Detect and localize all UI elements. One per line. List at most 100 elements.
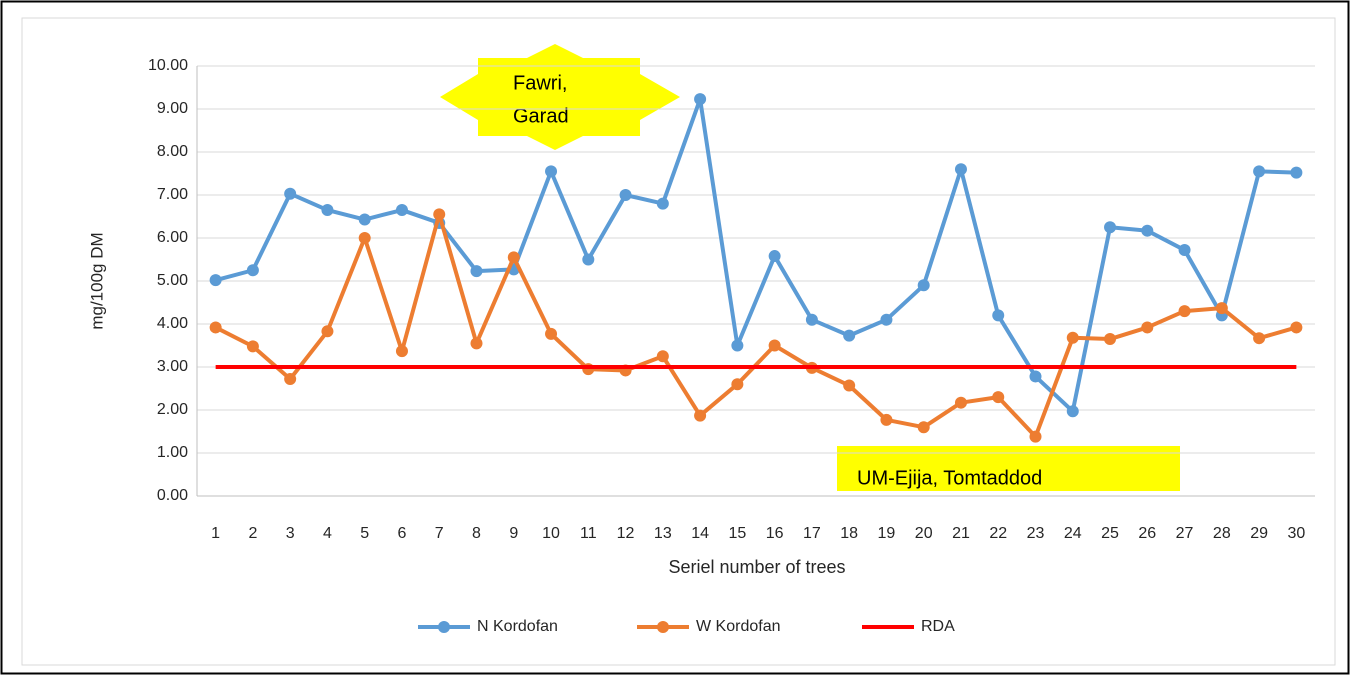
- data-point: [284, 373, 297, 386]
- data-point: [545, 165, 558, 178]
- data-point: [358, 232, 371, 244]
- x-tick-label: 26: [1138, 525, 1156, 542]
- data-point: [805, 313, 818, 326]
- legend-label: N Kordofan: [477, 618, 558, 635]
- series-line: [215, 97, 1297, 414]
- x-tick-label: 7: [435, 525, 444, 542]
- data-point: [1178, 244, 1191, 257]
- x-tick-label: 27: [1176, 525, 1194, 542]
- y-tick-label: 0.00: [157, 487, 188, 504]
- y-tick-label: 1.00: [157, 444, 188, 461]
- data-point: [395, 345, 408, 358]
- data-point: [284, 187, 297, 200]
- data-point: [731, 339, 744, 352]
- y-tick-label: 8.00: [157, 143, 188, 160]
- data-point: [582, 363, 595, 376]
- legend-marker: [438, 621, 450, 633]
- data-point: [246, 264, 259, 277]
- data-point: [470, 337, 483, 350]
- data-point: [1290, 321, 1303, 334]
- data-point: [507, 251, 520, 264]
- data-point: [843, 379, 856, 392]
- data-point: [954, 163, 967, 176]
- data-point: [1215, 302, 1228, 315]
- annotation-star: [440, 44, 680, 150]
- y-tick-label: 5.00: [157, 272, 188, 289]
- data-point: [694, 93, 707, 106]
- data-point: [992, 391, 1005, 404]
- x-tick-label: 2: [248, 525, 257, 542]
- x-tick-label: 22: [989, 525, 1007, 542]
- x-tick-label: 30: [1287, 525, 1305, 542]
- series-line: [214, 212, 1297, 439]
- data-point: [1290, 166, 1303, 179]
- data-point: [656, 197, 669, 210]
- y-tick-label: 2.00: [157, 401, 188, 418]
- data-point: [321, 325, 334, 338]
- y-tick-label: 7.00: [157, 186, 188, 203]
- y-tick-label: 4.00: [157, 315, 188, 332]
- y-tick-label: 9.00: [157, 100, 188, 117]
- x-tick-label: 6: [398, 525, 407, 542]
- x-axis-title: Seriel number of trees: [668, 557, 845, 577]
- data-point: [1104, 221, 1117, 234]
- x-tick-label: 25: [1101, 525, 1119, 542]
- x-tick-label: 12: [617, 525, 635, 542]
- x-tick-label: 18: [840, 525, 858, 542]
- data-point: [470, 265, 483, 278]
- annotation-text: Garad: [513, 105, 569, 127]
- data-point: [246, 340, 259, 353]
- data-point: [209, 321, 222, 334]
- y-axis-title: mg/100g DM: [87, 232, 106, 329]
- x-tick-label: 28: [1213, 525, 1231, 542]
- data-point: [1066, 405, 1079, 418]
- legend-marker: [657, 621, 669, 633]
- data-point: [1029, 370, 1042, 383]
- annotation-text: Fawri,: [513, 72, 567, 94]
- data-point: [1029, 430, 1042, 443]
- x-tick-label: 29: [1250, 525, 1268, 542]
- data-point: [321, 204, 334, 217]
- annotation-text: UM-Ejija, Tomtaddod: [857, 467, 1042, 489]
- legend-label: RDA: [921, 618, 955, 635]
- x-tick-label: 4: [323, 525, 332, 542]
- data-point: [843, 329, 856, 342]
- data-point: [1104, 333, 1117, 346]
- data-point: [1066, 331, 1079, 344]
- data-point: [1178, 305, 1191, 318]
- x-tick-label: 21: [952, 525, 970, 542]
- x-tick-label: 15: [728, 525, 746, 542]
- data-point: [545, 327, 558, 340]
- data-point: [1141, 321, 1154, 334]
- chart-frame: [21, 17, 1336, 666]
- x-tick-label: 9: [509, 525, 518, 542]
- x-tick-label: 17: [803, 525, 821, 542]
- y-tick-label: 3.00: [157, 358, 188, 375]
- data-point: [694, 409, 707, 422]
- data-point: [209, 274, 222, 287]
- data-point: [433, 208, 446, 221]
- x-tick-label: 13: [654, 525, 672, 542]
- x-tick-label: 14: [691, 525, 709, 542]
- data-point: [395, 204, 408, 217]
- x-tick-label: 5: [360, 525, 369, 542]
- data-point: [582, 253, 595, 266]
- data-point: [1141, 224, 1154, 237]
- data-point: [1253, 165, 1266, 178]
- data-point: [619, 189, 632, 201]
- y-tick-label: 10.00: [148, 57, 188, 74]
- x-tick-label: 24: [1064, 525, 1082, 542]
- x-tick-label: 16: [766, 525, 784, 542]
- data-point: [880, 313, 893, 326]
- data-point: [954, 396, 967, 409]
- data-point: [731, 378, 744, 391]
- data-point: [656, 350, 669, 363]
- x-tick-label: 10: [542, 525, 560, 542]
- y-tick-label: 6.00: [157, 229, 188, 246]
- data-point: [768, 339, 781, 352]
- x-tick-label: 3: [286, 525, 295, 542]
- data-point: [358, 213, 371, 226]
- x-tick-label: 1: [211, 525, 220, 542]
